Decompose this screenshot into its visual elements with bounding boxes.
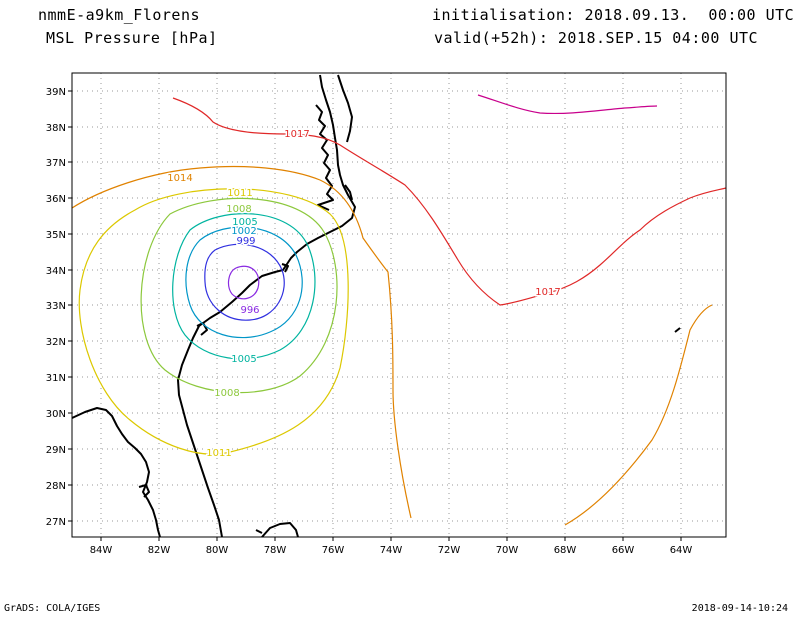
lon-tick-label: 70W xyxy=(496,545,519,556)
lat-tick-label: 32N xyxy=(46,337,66,348)
isobar-1011 xyxy=(78,188,349,455)
lat-tick-label: 30N xyxy=(46,409,66,420)
isobar-1002 xyxy=(185,226,303,339)
lon-tick-label: 80W xyxy=(206,545,229,556)
lon-tick-label: 66W xyxy=(612,545,635,556)
isobar-label-1008: 1008 xyxy=(214,388,239,399)
isobar-1008 xyxy=(140,197,338,394)
lon-tick-label: 68W xyxy=(554,545,577,556)
isobar-label-1005: 1005 xyxy=(232,217,257,228)
lon-tick-label: 78W xyxy=(264,545,287,556)
initialisation-time: initialisation: 2018.09.13. 00:00 UTC xyxy=(432,6,795,24)
isobar-1020 xyxy=(477,94,658,115)
lat-tick-label: 33N xyxy=(46,301,66,312)
isobar-label-999: 999 xyxy=(236,236,255,247)
isobar-label-1011: 1011 xyxy=(206,448,231,459)
lon-tick-label: 72W xyxy=(438,545,461,556)
lat-tick-label: 35N xyxy=(46,230,66,241)
lon-tick-label: 64W xyxy=(670,545,693,556)
isobar-label-1017: 1017 xyxy=(284,129,309,140)
isobar-1017 xyxy=(172,97,727,306)
lat-tick-label: 29N xyxy=(46,445,66,456)
lon-tick-label: 76W xyxy=(322,545,345,556)
lat-tick-label: 36N xyxy=(46,194,66,205)
lon-tick-label: 82W xyxy=(148,545,171,556)
isobar-1014 xyxy=(71,165,412,519)
isobar-1014 xyxy=(564,304,713,526)
isobar-label-1002: 1002 xyxy=(231,226,256,237)
lon-tick-label: 84W xyxy=(90,545,113,556)
grads-credit: GrADS: COLA/IGES xyxy=(4,603,101,614)
isobar-label-1017: 1017 xyxy=(535,287,560,298)
lat-tick-label: 28N xyxy=(46,481,66,492)
isobar-996 xyxy=(227,265,260,300)
lon-tick-label: 74W xyxy=(380,545,403,556)
lat-tick-label: 37N xyxy=(46,158,66,169)
lat-tick-label: 34N xyxy=(46,266,66,277)
lat-lon-grid xyxy=(72,73,726,537)
isobar-label-1014: 1014 xyxy=(167,173,192,184)
variable-title: MSL Pressure [hPa] xyxy=(46,29,218,47)
lat-tick-label: 38N xyxy=(46,123,66,134)
isobar-label-1008: 1008 xyxy=(226,204,251,215)
render-timestamp: 2018-09-14-10:24 xyxy=(691,603,788,614)
lat-tick-label: 39N xyxy=(46,87,66,98)
isobar-label-1011: 1011 xyxy=(227,188,252,199)
lat-tick-label: 27N xyxy=(46,517,66,528)
lat-tick-label: 31N xyxy=(46,373,66,384)
isobar-999 xyxy=(204,243,285,321)
valid-time: valid(+52h): 2018.SEP.15 04:00 UTC xyxy=(434,29,759,47)
isobar-label-1005: 1005 xyxy=(231,354,256,365)
isobar-label-996: 996 xyxy=(240,305,259,316)
isobar-1005 xyxy=(172,213,316,360)
coastline xyxy=(71,74,681,538)
model-title: nmmE-a9km_Florens xyxy=(38,6,201,24)
